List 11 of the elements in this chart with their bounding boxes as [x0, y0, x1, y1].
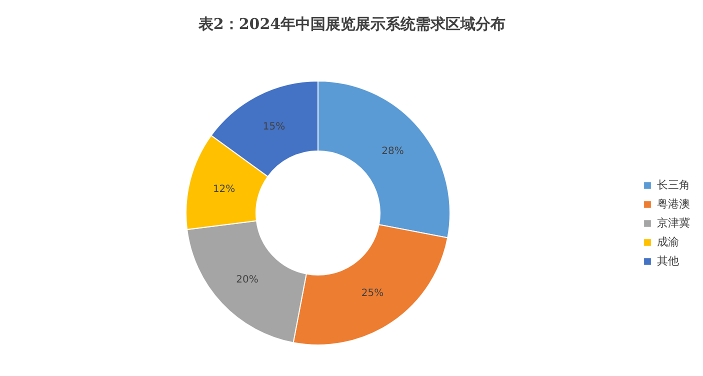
data-label: 28%: [382, 146, 404, 158]
chart-title: 表2：2024年中国展览展示系统需求区域分布: [197, 15, 506, 33]
data-label: 25%: [361, 288, 384, 300]
legend-label: 京津冀: [657, 216, 690, 230]
data-label: 15%: [262, 122, 286, 133]
legend-label: 成渝: [657, 236, 679, 248]
data-label: 12%: [212, 184, 236, 195]
legend-label: 粤港澳: [657, 198, 690, 210]
legend-label: 长三角: [657, 178, 690, 192]
data-label: 20%: [236, 274, 258, 286]
legend-label: 其他: [657, 254, 679, 268]
